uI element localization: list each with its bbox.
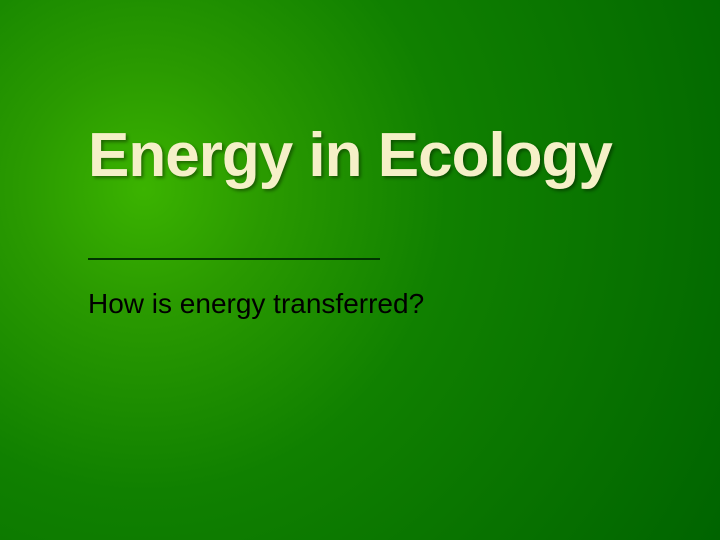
title-slide: Energy in Ecology How is energy transfer… (0, 0, 720, 540)
slide-subtitle: How is energy transferred? (88, 288, 424, 320)
title-underline (88, 258, 380, 260)
slide-title: Energy in Ecology (88, 120, 612, 191)
